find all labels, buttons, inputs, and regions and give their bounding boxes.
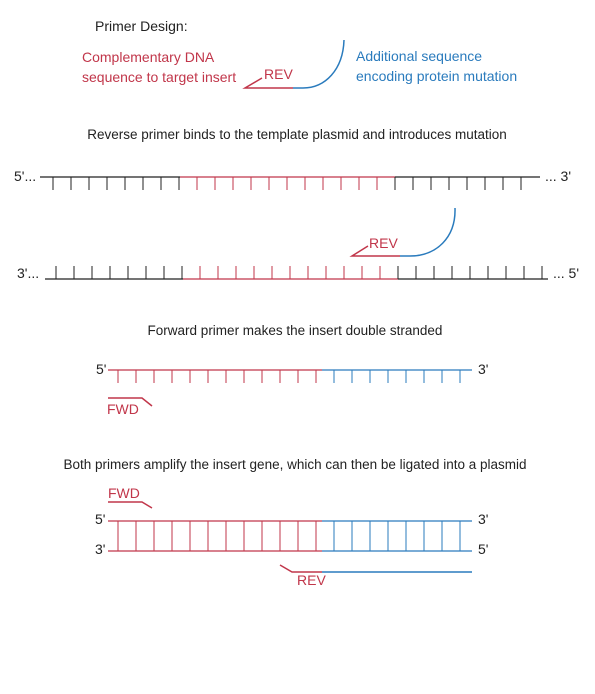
step3-bottom-right-label: 5'	[478, 541, 488, 557]
step2-fwd-primer	[108, 397, 153, 407]
step3-top-right-label: 3'	[478, 511, 488, 527]
step1-rev-primer-blue-tail	[400, 207, 456, 257]
step1-bottom-strand-ticks	[55, 266, 543, 279]
legend-primer-label: REV	[264, 66, 293, 82]
step1-top-right-label: ... 3'	[545, 168, 571, 184]
step3-caption: Both primers amplify the insert gene, wh…	[63, 457, 526, 472]
step3-fwd-label: FWD	[108, 485, 140, 501]
step1-rev-primer-red	[349, 245, 400, 257]
step2-strand-ticks	[117, 370, 461, 383]
step3-rev-label: REV	[297, 572, 326, 588]
step2-caption: Forward primer makes the insert double s…	[148, 323, 443, 338]
step3-fwd-primer	[108, 501, 153, 509]
step1-top-left-label: 5'...	[14, 168, 36, 184]
step2-fwd-label: FWD	[107, 401, 139, 417]
step1-rev-label: REV	[369, 235, 398, 251]
step1-bottom-right-label: ... 5'	[553, 265, 579, 281]
step3-rev-primer-red	[279, 564, 322, 573]
step1-top-strand-ticks	[52, 177, 522, 190]
legend-red-label-line2: sequence to target insert	[82, 69, 236, 85]
step2-right-label: 3'	[478, 361, 488, 377]
step3-bottom-left-label: 3'	[95, 541, 105, 557]
legend-red-label-line1: Complementary DNA	[82, 49, 215, 65]
step3-top-left-label: 5'	[95, 511, 105, 527]
step2-left-label: 5'	[96, 361, 106, 377]
step1-caption: Reverse primer binds to the template pla…	[87, 127, 506, 142]
legend-primer-red-segment	[242, 77, 293, 89]
legend-blue-label-line1: Additional sequence	[356, 48, 482, 64]
legend-primer-blue-tail	[293, 39, 345, 89]
step1-bottom-left-label: 3'...	[17, 265, 39, 281]
legend-title: Primer Design:	[95, 18, 188, 34]
step3-base-pair-rungs	[117, 521, 461, 551]
legend-blue-label-line2: encoding protein mutation	[356, 68, 517, 84]
